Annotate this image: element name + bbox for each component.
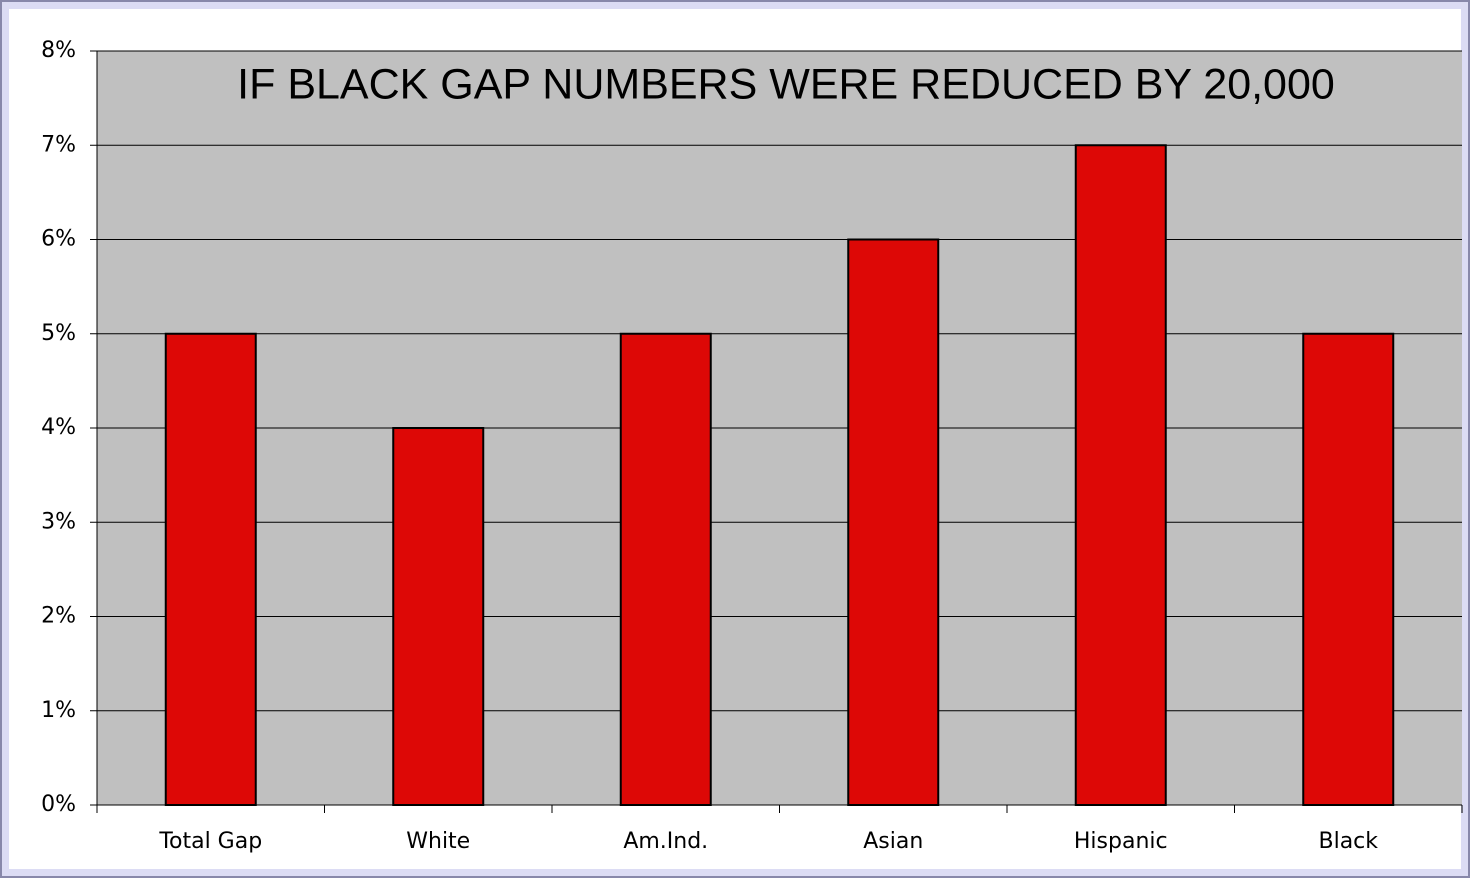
bar <box>1302 332 1395 806</box>
bar <box>1074 144 1167 806</box>
y-tick-label: 6% <box>41 227 76 252</box>
bar <box>619 332 712 806</box>
chart-title: IF BLACK GAP NUMBERS WERE REDUCED BY 20,… <box>237 60 1335 108</box>
x-tick-label: Black <box>1318 829 1378 854</box>
x-tick-label: Total Gap <box>158 829 262 854</box>
bar <box>164 332 257 806</box>
x-tick-label: Hispanic <box>1074 829 1168 854</box>
y-tick-label: 4% <box>41 415 76 440</box>
y-tick-label: 1% <box>41 698 76 723</box>
y-tick-label: 7% <box>41 132 76 157</box>
x-tick-label: Asian <box>863 829 923 854</box>
y-tick-label: 0% <box>41 792 76 817</box>
bar <box>847 238 940 806</box>
y-tick-label: 5% <box>41 321 76 346</box>
x-tick-label: White <box>406 829 470 854</box>
y-tick-label: 2% <box>41 604 76 629</box>
y-tick-label: 3% <box>41 509 76 534</box>
x-tick-label: Am.Ind. <box>623 829 708 854</box>
bar <box>392 427 485 806</box>
y-tick-label: 8% <box>41 38 76 63</box>
